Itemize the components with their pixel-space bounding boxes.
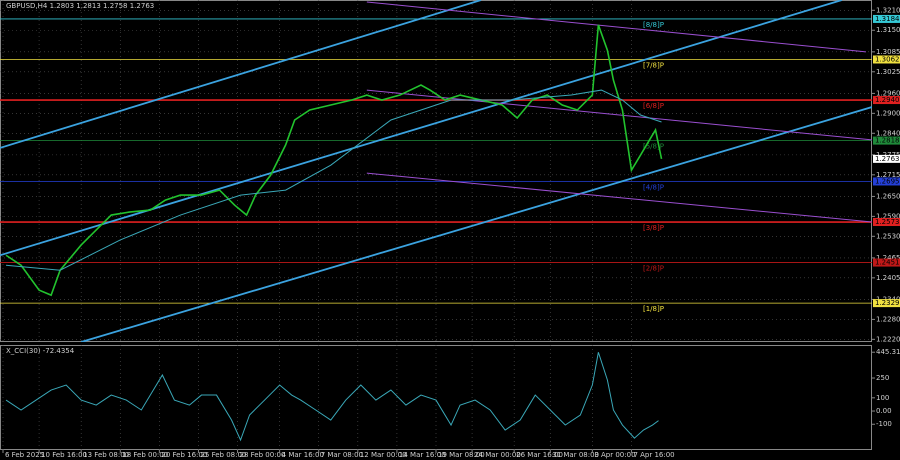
y-tick-label: 1.2900 — [876, 109, 900, 117]
axes: 1.3210 1.3150 1.3085 1.3025 1.2960 1.2900 1.28… — [2, 6, 900, 459]
y-tick-label: 1.2715 — [876, 171, 900, 179]
x-tick-label: 26 Mar 16:00 — [516, 451, 563, 459]
y-tick-label: 0.00 — [876, 407, 892, 415]
trend-line — [366, 172, 872, 223]
level-name: [3/8]P — [643, 224, 664, 232]
x-tick-label: 10 Feb 16:00 — [41, 451, 87, 459]
y-tick-label: 1.2590 — [876, 212, 900, 220]
x-tick-label: 28 Feb 00:00 — [240, 451, 286, 459]
level-price-label: 1.2573 — [875, 218, 900, 226]
trend-line — [80, 106, 872, 342]
y-tick-label: 1.2220 — [876, 335, 900, 343]
y-tick-label: 1.2465 — [876, 254, 900, 262]
x-tick-label: 25 Feb 08:00 — [200, 451, 246, 459]
y-tick-label: -100 — [876, 420, 892, 428]
y-tick-label: 1.2530 — [876, 232, 900, 240]
level-name: [6/8]P — [643, 102, 664, 110]
x-tick-label: 24 Mar 00:00 — [474, 451, 521, 459]
y-tick-label: 1.3085 — [876, 48, 900, 56]
level-price-label: 1.2695 — [875, 177, 900, 185]
level-price-label: 1.2940 — [875, 96, 900, 104]
trend-line — [0, 0, 482, 149]
sub-title: X_CCI(30) -72.4354 — [6, 347, 75, 355]
y-tick-label: 1.3210 — [876, 6, 900, 14]
chart-title: GBPUSD,H4 1.2803 1.2813 1.2758 1.2763 — [6, 2, 154, 10]
y-tick-label: 445.3108 — [876, 348, 900, 356]
y-tick-label: 100 — [876, 394, 889, 402]
x-tick-label: 19 Mar 08:00 — [438, 451, 485, 459]
x-tick-label: 13 Feb 08:00 — [83, 451, 129, 459]
level-name: [4/8]P — [643, 183, 664, 191]
sub-plot — [2, 345, 659, 450]
level-price-box — [873, 258, 900, 267]
y-tick-label: 1.2840 — [876, 129, 900, 137]
level-name: [2/8]P — [643, 265, 664, 273]
x-tick-label: 12 Mar 00:00 — [360, 451, 407, 459]
series-line — [5, 89, 662, 271]
main-plot: [8/8]P [7/8]P [6/8]P [5/8]P [4/8]P [3/8]P [2/8… — [0, 0, 872, 342]
x-tick-label: 4 Mar 16:00 — [282, 451, 324, 459]
series-line — [5, 24, 663, 297]
y-tick-label: 1.3025 — [876, 68, 900, 76]
level-price-label: 1.3184 — [875, 15, 900, 23]
x-tick-label: 6 Feb 2025 — [5, 451, 44, 459]
level-price-box — [873, 177, 900, 186]
level-name: [5/8]P — [643, 143, 664, 151]
x-tick-label: 20 Feb 16:00 — [161, 451, 207, 459]
x-tick-label: 7 Apr 16:00 — [633, 451, 674, 459]
level-price-box — [873, 14, 900, 23]
level-price-box — [873, 55, 900, 64]
level-price-label: 1.3062 — [875, 55, 900, 63]
level-name: [7/8]P — [643, 61, 664, 69]
y-tick-label: 1.2280 — [876, 315, 900, 323]
trend-line — [0, 0, 843, 257]
x-tick-label: 7 Mar 08:00 — [321, 451, 363, 459]
level-name: [8/8]P — [643, 21, 664, 29]
current-price-label: 1.2763 — [875, 155, 900, 163]
level-price-box — [873, 218, 900, 227]
series-line — [5, 352, 659, 442]
x-tick-label: 14 Mar 16:00 — [399, 451, 446, 459]
x-tick-label: 31 Mar 08:00 — [552, 451, 599, 459]
y-tick-label: 250 — [876, 374, 889, 382]
level-price-box — [873, 299, 900, 308]
level-price-box — [873, 136, 900, 145]
y-tick-label: 1.2960 — [876, 89, 900, 97]
trend-line — [366, 1, 867, 53]
y-tick-label: 1.3150 — [876, 26, 900, 34]
x-tick-label: 3 Apr 00:00 — [594, 451, 635, 459]
x-tick-label: 18 Feb 00:00 — [122, 451, 168, 459]
current-price-box — [873, 154, 900, 163]
level-price-label: 1.2451 — [875, 259, 900, 267]
level-price-label: 1.2329 — [875, 299, 900, 307]
y-tick-label: 1.2650 — [876, 192, 900, 200]
level-name: [1/8]P — [643, 305, 664, 313]
level-price-box — [873, 96, 900, 105]
level-price-label: 1.2818 — [875, 137, 900, 145]
y-tick-label: 1.2405 — [876, 274, 900, 282]
